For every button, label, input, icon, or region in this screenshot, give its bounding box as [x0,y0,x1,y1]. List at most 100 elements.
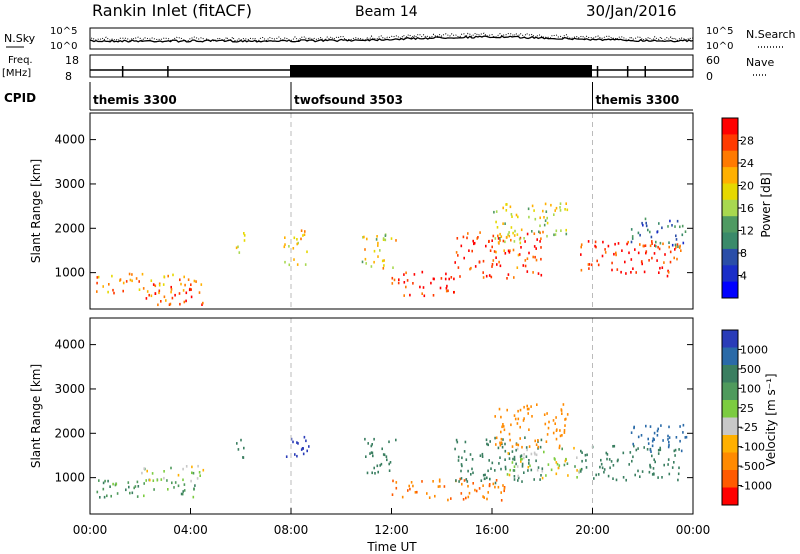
data-cell [561,447,563,451]
data-cell [611,268,613,272]
data-cell [564,459,567,463]
data-cell [467,484,469,488]
data-cell [297,241,299,245]
data-cell [649,463,651,467]
colorbar-swatch [722,365,738,383]
data-cell [513,455,516,459]
data-cell [294,453,296,456]
data-cell [613,444,616,448]
x-tick-label: 12:00 [374,523,409,537]
data-cell [172,273,174,277]
data-cell [641,221,643,225]
nsearch-tick-top: 10^5 [706,26,733,37]
data-cell [474,488,476,492]
colorbar-swatch [722,347,738,366]
data-cell [465,496,467,500]
data-cell [437,485,440,488]
data-cell [412,484,414,488]
x-tick-label: 00:00 [73,523,108,537]
data-cell [593,477,595,480]
data-cell [659,241,662,245]
data-cell [517,474,519,478]
data-cell [457,459,460,462]
data-cell [648,259,650,262]
data-cell [490,275,493,279]
data-cell [654,244,656,247]
data-cell [630,258,633,261]
data-cell [562,403,565,406]
data-cell [108,283,110,286]
data-cell [545,474,547,477]
data-cell [494,481,497,485]
data-cell [485,244,487,248]
data-cell [527,465,530,469]
data-cell [624,260,626,264]
data-cell [518,253,521,256]
data-cell [580,253,582,256]
data-cell [650,450,652,453]
data-cell [182,490,184,493]
data-cell [681,224,684,228]
data-cell [627,240,629,244]
data-cell [434,494,436,498]
data-cell [488,484,491,488]
data-cell [526,407,529,411]
data-cell [190,295,193,299]
data-cell [391,276,394,280]
data-cell [523,237,525,240]
data-cell [558,464,561,467]
data-cell [439,485,441,488]
data-cell [546,221,549,225]
data-cell [388,462,390,466]
data-cell [634,473,636,477]
data-cell [243,446,245,450]
data-cell [674,454,676,457]
data-cell [96,281,98,285]
data-cell [403,273,405,276]
data-cell [499,237,501,240]
data-cell [648,470,651,474]
colorbar-tick-label: 8 [740,247,747,260]
data-cell [302,447,304,450]
data-cell [536,468,539,472]
data-cell [564,424,566,427]
data-cell [438,480,441,483]
data-cell [534,255,536,259]
data-cell [497,485,500,489]
data-cell [113,291,115,295]
data-cell [603,470,605,474]
data-cell [235,246,238,250]
y-tick-label: 3000 [54,382,85,396]
data-cell [516,266,519,269]
data-cell [196,477,199,480]
data-cell [678,466,680,470]
data-cell [419,285,421,289]
data-cell [678,448,680,451]
data-cell [478,487,481,490]
data-cell [500,491,502,494]
data-cell [504,222,506,225]
data-cell [667,445,670,449]
data-cell [663,261,665,264]
data-cell [519,437,521,440]
data-cell [395,438,397,442]
colorbar-swatch [722,281,738,299]
data-cell [510,213,513,216]
data-cell [677,472,680,476]
data-cell [122,281,125,285]
data-cell [243,234,246,237]
cpid-segment-label: themis 3300 [93,93,177,107]
data-cell [495,220,497,224]
data-cell [423,294,426,298]
data-cell [675,238,678,241]
data-cell [671,224,673,227]
data-cell [519,408,522,412]
data-cell [482,259,485,263]
data-cell [655,240,657,244]
data-cell [488,274,491,277]
data-cell [507,273,510,276]
data-cell [153,488,155,491]
data-cell [673,461,675,464]
data-cell [502,484,504,487]
data-cell [487,443,489,447]
